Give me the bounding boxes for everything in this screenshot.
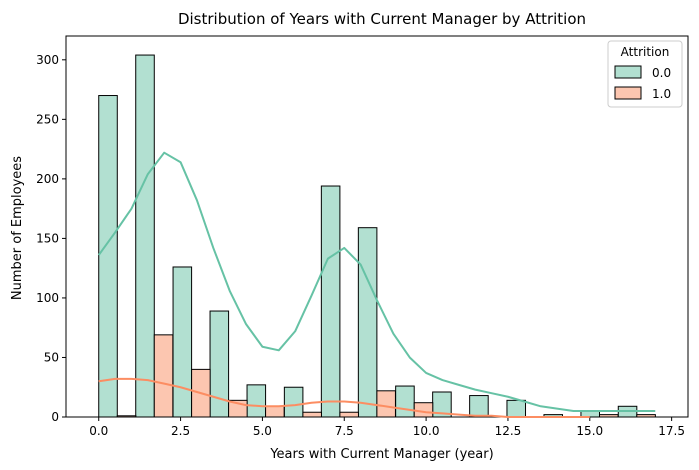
y-tick-label: 300 <box>36 53 59 67</box>
bar-attrition-1_0-bin-8 <box>413 402 434 418</box>
y-tick-label: 250 <box>36 112 59 126</box>
x-tick-label: 2.5 <box>171 424 190 438</box>
bar-attrition-1_0-bin-4 <box>265 405 285 418</box>
legend-label-0_0: 0.0 <box>652 66 671 80</box>
x-tick-label: 7.5 <box>335 424 354 438</box>
y-tick-label: 200 <box>36 172 59 186</box>
chart-title: Distribution of Years with Current Manag… <box>178 10 586 28</box>
legend: Attrition 0.0 1.0 <box>607 40 683 108</box>
bar-attrition-0_0-bin-6 <box>320 185 341 418</box>
x-tick-label: 10.0 <box>413 424 440 438</box>
x-tick-label: 5.0 <box>253 424 272 438</box>
bar-attrition-0_0-bin-7 <box>357 227 378 418</box>
legend-label-1_0: 1.0 <box>652 87 671 101</box>
bar-attrition-0_0-bin-5 <box>283 386 304 418</box>
y-axis-label: Number of Employees <box>10 156 25 300</box>
bar-attrition-1_0-bin-1 <box>153 334 174 418</box>
kde-line-attrition-1_0 <box>98 377 590 418</box>
bar-attrition-0_0-bin-8 <box>395 385 415 418</box>
bar-attrition-0_0-bin-4 <box>246 384 267 418</box>
x-tick-label: 17.5 <box>658 424 685 438</box>
bar-attrition-0_0-bin-2 <box>172 266 193 418</box>
y-tick-label: 50 <box>44 350 59 364</box>
bar-attrition-0_0-bin-10 <box>469 395 489 418</box>
x-tick-label: 0.0 <box>89 424 108 438</box>
x-tick-label: 15.0 <box>576 424 603 438</box>
x-axis-label: Years with Current Manager (year) <box>269 447 493 462</box>
bar-attrition-1_0-bin-5 <box>302 411 322 418</box>
legend-swatch-0_0 <box>614 65 642 79</box>
x-tick-label: 12.5 <box>495 424 522 438</box>
bar-attrition-1_0-bin-6 <box>339 411 359 418</box>
legend-swatch-1_0 <box>614 86 642 100</box>
bar-attrition-1_0-bin-7 <box>376 390 396 418</box>
y-tick-label: 0 <box>51 410 59 424</box>
bar-attrition-0_0-bin-0 <box>98 95 118 418</box>
bar-attrition-0_0-bin-1 <box>135 54 155 418</box>
y-tick-label: 100 <box>36 291 59 305</box>
kde-line-attrition-0_0 <box>97 151 656 413</box>
legend-title: Attrition <box>621 45 670 59</box>
bar-attrition-0_0-bin-11 <box>506 399 527 418</box>
y-tick-label: 150 <box>36 231 59 245</box>
plot-frame <box>65 35 689 418</box>
